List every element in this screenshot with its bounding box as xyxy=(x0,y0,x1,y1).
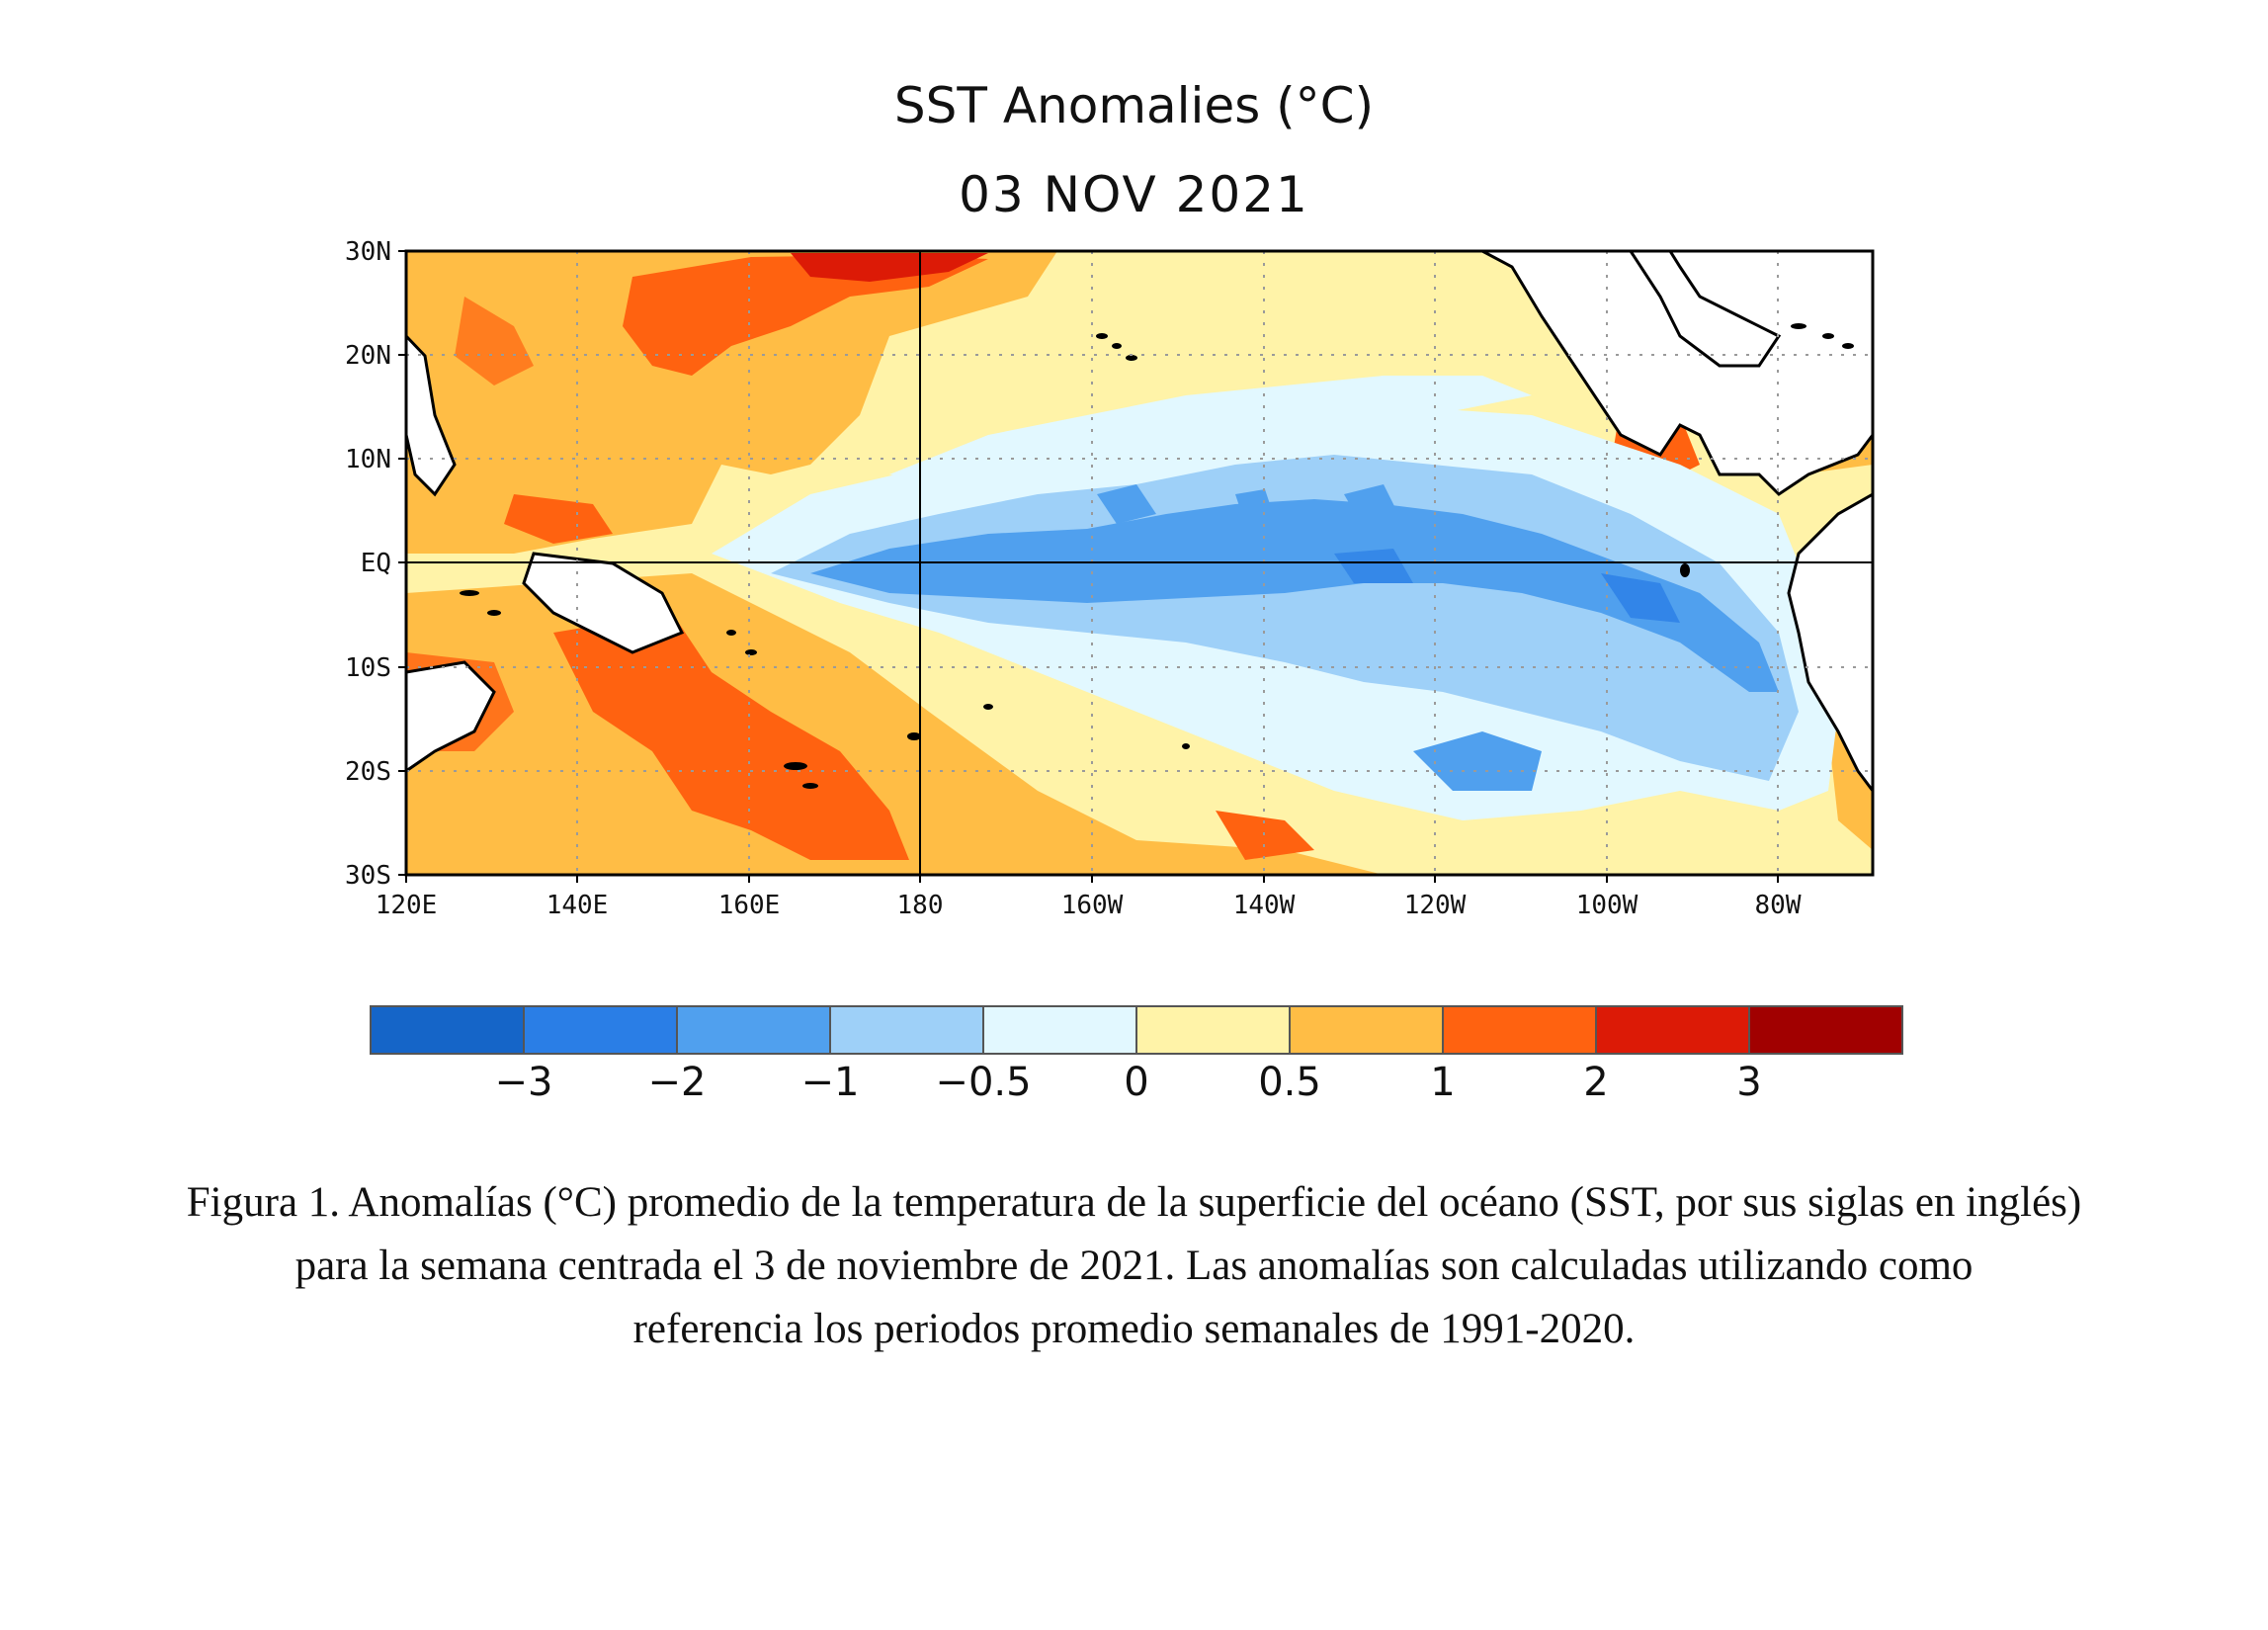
colorbar-tick-label: −0.5 xyxy=(935,1060,1031,1105)
lat-label-30s: 30S xyxy=(345,861,391,891)
colorbar-tick-label: 0.5 xyxy=(1258,1060,1321,1105)
lon-label-120e: 120E xyxy=(376,891,438,920)
colorbar-swatch xyxy=(1595,1005,1750,1055)
colorbar xyxy=(370,1005,1903,1055)
colorbar-swatch xyxy=(829,1005,984,1055)
colorbar-tick-label: −3 xyxy=(495,1060,553,1105)
figure-caption: Figura 1. Anomalías (°C) promedio de la … xyxy=(20,1171,2248,1361)
map-date: 03 NOV 2021 xyxy=(959,166,1309,223)
colorbar-swatch xyxy=(676,1005,831,1055)
lon-label-120w: 120W xyxy=(1404,891,1467,920)
lon-label-140w: 140W xyxy=(1233,891,1296,920)
lat-label-10n: 10N xyxy=(345,445,391,474)
colorbar-tick-label: −2 xyxy=(648,1060,707,1105)
lat-label-20n: 20N xyxy=(345,341,391,371)
lat-label-eq: EQ xyxy=(361,549,391,578)
colorbar-tick-label: 2 xyxy=(1583,1060,1608,1105)
colorbar-tick-label: −1 xyxy=(801,1060,860,1105)
lat-label-30n: 30N xyxy=(345,237,391,267)
colorbar-tick-label: 0 xyxy=(1124,1060,1148,1105)
colorbar-swatch xyxy=(523,1005,678,1055)
colorbar-swatch xyxy=(982,1005,1137,1055)
colorbar-swatch xyxy=(1442,1005,1597,1055)
lon-label-80w: 80W xyxy=(1755,891,1802,920)
colorbar-swatch xyxy=(1748,1005,1903,1055)
lon-label-160e: 160E xyxy=(718,891,781,920)
lat-label-20s: 20S xyxy=(345,757,391,787)
colorbar-swatch xyxy=(370,1005,525,1055)
colorbar-tick-label: 1 xyxy=(1430,1060,1455,1105)
lon-label-140e: 140E xyxy=(546,891,609,920)
map-title: SST Anomalies (°C) xyxy=(893,77,1375,134)
colorbar-swatch xyxy=(1289,1005,1444,1055)
lon-label-100w: 100W xyxy=(1576,891,1638,920)
map-gridlines xyxy=(406,251,1873,875)
caption-line: para la semana centrada el 3 de noviembr… xyxy=(294,1243,1974,1289)
lon-label-180: 180 xyxy=(897,891,944,920)
caption-line: Figura 1. Anomalías (°C) promedio de la … xyxy=(186,1179,2082,1226)
colorbar-tick-label: 3 xyxy=(1736,1060,1761,1105)
lon-label-160w: 160W xyxy=(1061,891,1124,920)
caption-line: referencia los periodos promedio semanal… xyxy=(632,1306,1636,1352)
colorbar-swatch xyxy=(1135,1005,1291,1055)
lat-label-10s: 10S xyxy=(345,653,391,683)
